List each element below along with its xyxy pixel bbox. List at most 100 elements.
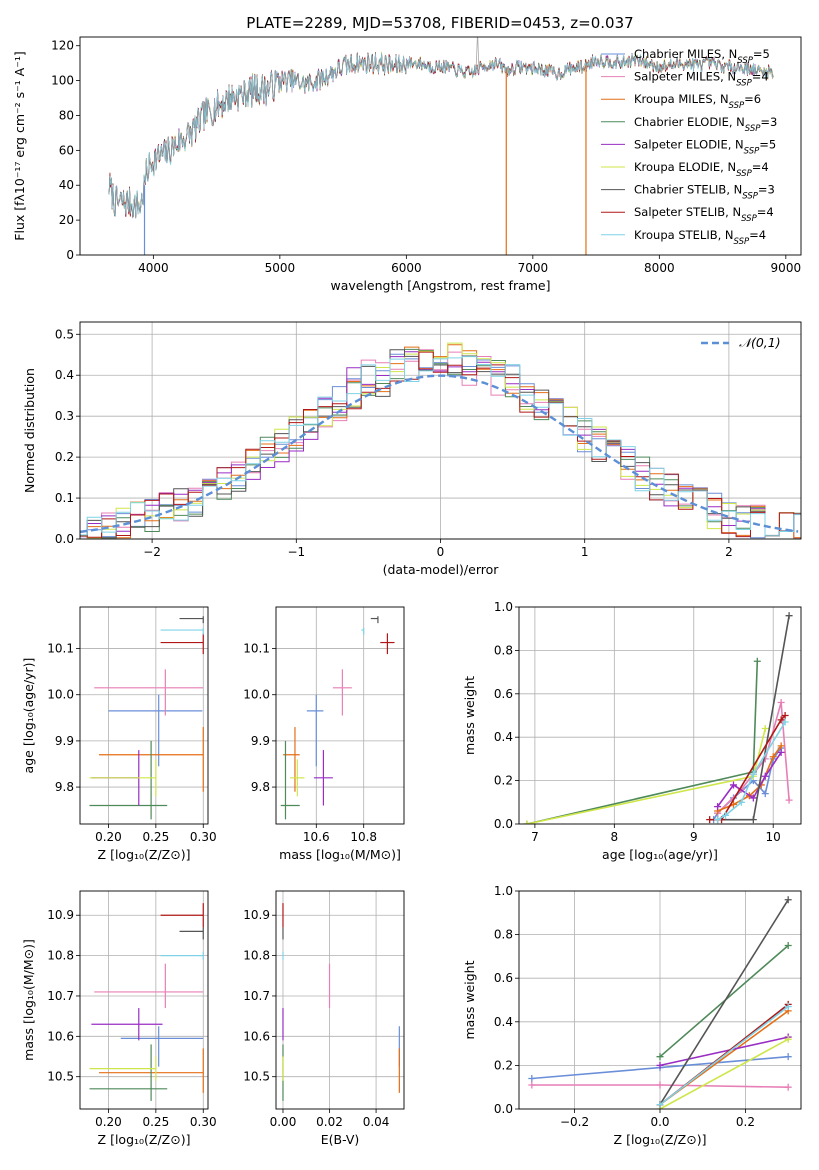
weight-marker	[761, 772, 769, 780]
x-tick-label: 0.04	[363, 1115, 390, 1129]
weight-marker	[523, 820, 531, 824]
figure-title: PLATE=2289, MJD=53708, FIBERID=0453, z=0…	[246, 14, 633, 32]
y-tick-label: 10.5	[243, 1070, 270, 1084]
y-tick-label: 0	[66, 248, 74, 262]
weight-marker	[656, 1053, 664, 1061]
y-tick-label: 10.0	[243, 688, 270, 702]
weight-marker	[784, 1003, 792, 1011]
mass-vs-Z-panel: 0.20 0.25 0.30 10.5 10.6 10.7 10.8 10.9 Z [log₁₀…	[21, 890, 217, 1147]
x-tick-label: 7	[531, 830, 539, 844]
x-axis-label: mass [log₁₀(M/M⊙)]	[279, 847, 401, 862]
weight-marker	[722, 811, 730, 819]
y-tick-label: 0.4	[494, 730, 513, 744]
weight-marker	[737, 798, 745, 806]
x-tick-label: 8000	[644, 261, 675, 275]
y-tick-label: 0.5	[55, 327, 74, 341]
y-tick-label: 0.0	[494, 817, 513, 831]
legend-label: Kroupa ELODIE, NSSP=4	[634, 160, 769, 179]
y-tick-label: 0.3	[55, 409, 74, 423]
weight-marker	[781, 712, 789, 719]
weight-marker	[784, 1083, 792, 1091]
spectrum-line-kroupa-stelib	[108, 52, 774, 219]
y-tick-label: 0.0	[55, 532, 74, 546]
y-tick-label: 40	[59, 178, 74, 192]
weight-marker	[656, 1101, 664, 1109]
y-tick-label: 10.0	[47, 688, 74, 702]
y-tick-label: 0.8	[494, 928, 513, 942]
y-tick-label: 0.0	[494, 1102, 513, 1116]
errorbar-points	[89, 616, 204, 820]
weight-vs-Z-panel: −0.2 0.0 0.2 0.0 0.2 0.4 0.6 0.8 1.0 Z [log₁₀(Z/Z…	[462, 884, 802, 1147]
y-tick-label: 10.5	[47, 1070, 74, 1084]
x-tick-label: 0	[437, 545, 445, 559]
y-tick-label: 10.7	[47, 989, 74, 1003]
x-tick-label: 1	[581, 545, 589, 559]
histogram-step-kroupa-stelib	[80, 356, 801, 537]
x-tick-label: 7000	[518, 261, 549, 275]
y-tick-label: 20	[59, 213, 74, 227]
y-tick-label: 9.8	[251, 780, 270, 794]
legend-label: Kroupa MILES, NSSP=6	[634, 92, 761, 111]
legend-label: Salpeter STELIB, NSSP=4	[634, 205, 774, 224]
y-tick-label: 0.2	[55, 450, 74, 464]
y-tick-label: 10.1	[243, 642, 270, 656]
y-tick-label: 60	[59, 143, 74, 157]
y-tick-label: 80	[59, 108, 74, 122]
x-tick-label: −1	[287, 545, 305, 559]
x-tick-label: 0.25	[142, 1115, 169, 1129]
errorbar-points	[89, 903, 204, 1101]
weight-series	[528, 896, 792, 1109]
legend-label: Chabrier STELIB, NSSP=3	[634, 183, 775, 202]
y-tick-label: 9.8	[55, 780, 74, 794]
histogram-step-kroupa-miles	[80, 344, 801, 539]
mass-vs-ebv-panel: 0.00 0.02 0.04 10.5 10.6 10.7 10.8 10.9 E(B-V)	[243, 890, 405, 1147]
weight-line-kroupa-elodie	[659, 1038, 789, 1109]
weight-marker	[784, 896, 792, 904]
legend-label: Chabrier MILES, NSSP=5	[634, 47, 770, 66]
y-tick-label: 100	[51, 74, 74, 88]
y-tick-label: 10.7	[243, 989, 270, 1003]
y-tick-label: 10.1	[47, 642, 74, 656]
y-tick-label: 10.8	[47, 949, 74, 963]
histogram-step-chabrier-stelib	[80, 349, 801, 539]
histogram-step-salpeter-stelib	[80, 351, 801, 538]
weight-marker	[785, 796, 793, 804]
y-tick-label: 0.2	[494, 1058, 513, 1072]
weight-marker	[749, 770, 757, 778]
weight-marker	[753, 657, 761, 665]
y-axis-label: mass weight	[462, 676, 477, 755]
y-tick-label: 10.9	[47, 908, 74, 922]
x-tick-label: 0.20	[95, 1115, 122, 1129]
normal-curve	[80, 374, 799, 533]
y-tick-label: 0.2	[494, 774, 513, 788]
x-tick-label: 8	[611, 830, 619, 844]
age-vs-mass-panel: 10.6 10.8 9.8 9.9 10.0 10.1 mass [log₁₀(M/M⊙)]	[243, 606, 405, 862]
histogram-step-salpeter-miles	[80, 349, 801, 539]
weight-line-chabrier-stelib	[659, 899, 789, 1106]
errorbar-points	[280, 616, 395, 820]
emission-line	[475, 37, 480, 74]
y-axis-label: mass weight	[462, 960, 477, 1039]
y-tick-label: 120	[51, 39, 74, 53]
x-tick-label: 0.25	[142, 830, 169, 844]
histogram-panel: −2 −1 0 1 2 0.0 0.1 0.2 0.3 0.4 0.5 (data-model)/er…	[22, 321, 802, 577]
x-axis-label: Z [log₁₀(Z/Z⊙)]	[98, 847, 191, 862]
x-axis-label: E(B-V)	[321, 1132, 360, 1147]
spectrum-series	[108, 37, 774, 255]
x-tick-label: −0.2	[560, 1115, 589, 1129]
weight-line-salpeter-elodie	[659, 1036, 789, 1067]
axes-frame	[275, 606, 405, 825]
x-axis-label: Z [log₁₀(Z/Z⊙)]	[98, 1132, 191, 1147]
weight-marker	[777, 698, 785, 706]
weight-marker	[781, 718, 789, 726]
legend-label: Salpeter ELODIE, NSSP=5	[634, 137, 776, 156]
y-tick-label: 0.4	[55, 368, 74, 382]
weight-marker	[761, 725, 769, 733]
histogram-step-salpeter-elodie	[80, 351, 801, 537]
x-tick-label: −2	[143, 545, 161, 559]
axes-frame	[275, 890, 405, 1110]
weight-series	[523, 612, 793, 824]
x-tick-label: 0.30	[190, 830, 217, 844]
x-tick-label: 6000	[391, 261, 422, 275]
